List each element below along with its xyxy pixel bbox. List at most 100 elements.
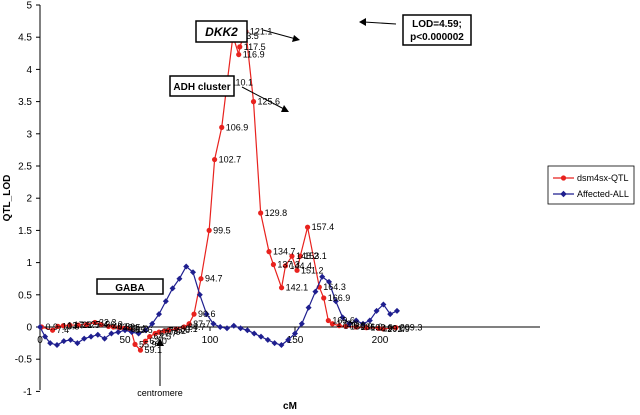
data-label: 157.4 (312, 222, 335, 232)
data-point (312, 288, 319, 295)
data-point (298, 320, 305, 327)
y-ticks: -1 -0.5 0 0.5 1 1.5 2 2.5 3 3.5 4 4.5 5 (15, 1, 40, 398)
data-point (115, 329, 122, 336)
data-point (339, 314, 346, 321)
data-point (236, 51, 242, 58)
adh-arrow (241, 86, 285, 110)
data-label: 75.6 (173, 325, 191, 335)
data-point (60, 338, 67, 345)
data-point (244, 327, 251, 334)
data-point (326, 278, 332, 285)
data-point (198, 276, 204, 282)
data-point (224, 325, 230, 332)
data-label: 134.7 (273, 247, 296, 257)
data-label: 43.2 (117, 322, 135, 332)
data-point (393, 325, 399, 331)
lod-box (402, 14, 472, 46)
data-label: 27.4 (91, 319, 109, 329)
data-label: 110.1 (231, 77, 253, 87)
legend-box (547, 165, 635, 205)
data-point (60, 323, 66, 329)
data-label: 180.0 (350, 321, 373, 331)
data-point (165, 327, 172, 333)
data-point (47, 340, 54, 347)
data-label: 62.0 (149, 336, 167, 346)
data-label: 53.6 (135, 325, 153, 335)
centromere-label: centromere (137, 388, 183, 398)
y-tick-label: 3.5 (18, 97, 32, 108)
data-label: 40.3 (113, 321, 131, 331)
data-point (183, 263, 190, 270)
data-label: 176.0 (343, 321, 366, 331)
data-point (132, 341, 138, 347)
data-point (271, 340, 278, 347)
data-label: 201.9 (387, 324, 410, 334)
x-tick-label: 100 (202, 335, 219, 346)
data-point (49, 327, 56, 333)
data-labels-layer: 0.97.410.513.717.522.527.432.336.040.343… (46, 26, 423, 355)
data-point (319, 273, 326, 280)
data-point (230, 322, 237, 329)
data-point (251, 330, 258, 337)
lod-arrow (363, 21, 397, 25)
data-point (206, 227, 212, 233)
data-point (266, 249, 272, 255)
data-point (83, 321, 90, 328)
data-label: 148.2 (296, 251, 319, 261)
data-point (54, 342, 60, 349)
dkk2-box (195, 20, 248, 43)
data-point (304, 224, 311, 230)
data-point (210, 320, 217, 327)
data-point (343, 323, 349, 329)
legend-label-1: dsm4sx-QTL (577, 173, 629, 183)
y-tick-label: -0.5 (15, 355, 33, 366)
data-label: 32.3 (99, 317, 117, 327)
data-label: 106.9 (226, 122, 249, 132)
y-tick-label: 5 (26, 1, 32, 12)
data-point (258, 333, 264, 340)
data-label: 192.0 (370, 323, 393, 333)
data-point (116, 325, 122, 331)
data-label: 116.9 (243, 50, 265, 60)
data-label: 151.2 (301, 265, 324, 275)
data-point (105, 323, 112, 329)
data-label: 153.1 (304, 251, 327, 261)
data-point (289, 253, 295, 259)
data-point (363, 325, 369, 331)
y-axis-title: QTL_LOD (2, 175, 13, 222)
data-point (217, 324, 224, 330)
data-point (346, 320, 353, 327)
data-label: 22.5 (82, 320, 100, 330)
data-label: 172.0 (336, 319, 359, 329)
data-point (191, 311, 197, 317)
y-tick-label: 3 (26, 129, 32, 140)
adh-box (169, 75, 235, 97)
dkk2-label: DKK2 (205, 25, 238, 39)
data-point (142, 338, 148, 344)
data-point (373, 307, 380, 314)
y-tick-label: -1 (23, 387, 32, 398)
data-point (162, 298, 169, 305)
data-label: 186.0 (360, 322, 383, 332)
data-point (186, 321, 192, 327)
data-label: 125.6 (258, 97, 281, 107)
gaba-label: GABA (115, 283, 144, 294)
data-point (190, 269, 196, 276)
data-point (305, 304, 312, 311)
data-label: 55.9 (139, 339, 157, 349)
data-label: 64.5 (154, 332, 172, 342)
x-axis-title: cM (283, 401, 297, 412)
y-tick-label: 2 (26, 194, 32, 205)
data-point (176, 275, 183, 282)
data-point (203, 311, 210, 318)
data-point (94, 331, 101, 338)
data-point (75, 322, 81, 328)
data-point (332, 298, 339, 305)
data-label: 209.3 (400, 323, 423, 333)
data-label: 113.5 (237, 31, 259, 41)
data-point (181, 324, 187, 330)
data-point (278, 342, 285, 349)
data-label: 0.9 (46, 322, 59, 332)
data-label: 10.5 (62, 321, 80, 331)
data-point (211, 156, 218, 163)
